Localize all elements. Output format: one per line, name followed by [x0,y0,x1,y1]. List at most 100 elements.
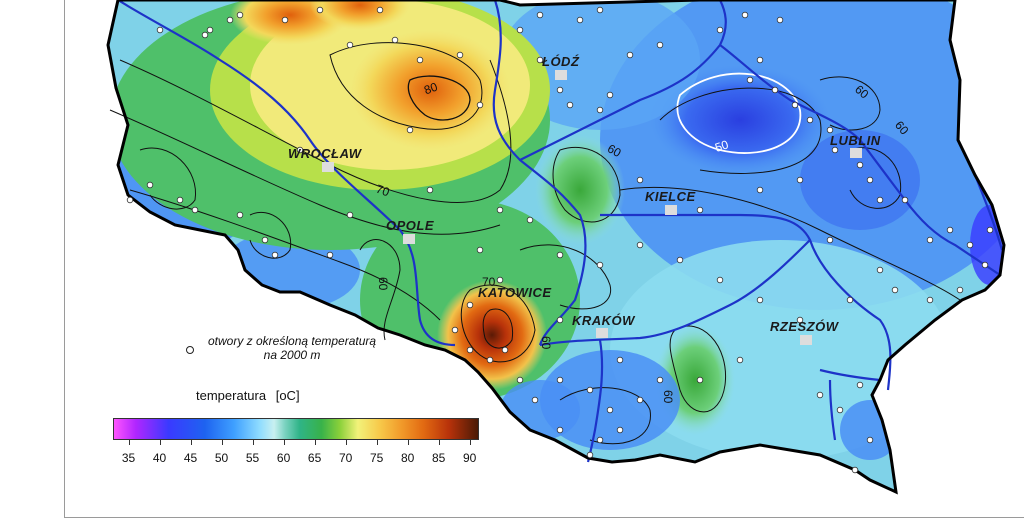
borehole-point [536,11,544,19]
borehole-point [616,356,624,364]
borehole-point [476,101,484,109]
colorbar-tick [159,440,161,445]
borehole-point [791,101,799,109]
borehole-point [596,106,604,114]
colorbar-tick-label: 60 [276,451,291,465]
borehole-point [696,206,704,214]
borehole-point [756,186,764,194]
borehole-point [126,196,134,204]
borehole-point [926,236,934,244]
contour-label: 50 [713,137,730,155]
city-markers [322,70,862,345]
city-marker-krakow [596,328,608,338]
borehole-point [596,261,604,269]
borehole-point [826,126,834,134]
contour-value-labels: 80 70 60 50 60 70 60 60 60 60 [374,79,912,403]
borehole-point [616,426,624,434]
borehole-point [796,176,804,184]
borehole-point [496,276,504,284]
borehole-point [556,316,564,324]
city-label-lublin: LUBLIN [830,133,881,148]
borehole-point [416,56,424,64]
contour-label: 60 [661,390,675,404]
borehole-point [836,406,844,414]
borehole-point [741,11,749,19]
contour-label: 70 [374,182,392,200]
borehole-point [636,241,644,249]
borehole-point [856,381,864,389]
borehole-point [346,41,354,49]
borehole-point [946,226,954,234]
borehole-point [776,16,784,24]
borehole-point [236,11,244,19]
borehole-point [236,211,244,219]
colorbar-tick-label: 80 [400,451,415,465]
borehole-point [451,326,459,334]
borehole-point [566,101,574,109]
colorbar-tick [190,440,192,445]
borehole-point [981,261,989,269]
city-marker-rzeszow [800,335,812,345]
city-marker-opole [403,234,415,244]
city-label-wroclaw: WROCŁAW [288,146,363,161]
city-label-katowice: KATOWICE [478,285,552,300]
borehole-point [466,301,474,309]
borehole-point [501,346,509,354]
city-marker-wroclaw [322,162,334,172]
borehole-legend-text: otwory z określoną temperaturą na 2000 m [208,334,376,362]
colorbar-tick [221,440,223,445]
borehole-point [146,181,154,189]
colorbar-tick [283,440,285,445]
temperature-field [108,0,1004,492]
borehole-point [596,436,604,444]
borehole-point [856,161,864,169]
city-labels: ŁÓDŹ WROCŁAW OPOLE KIELCE KATOWICE KRAKÓ… [288,54,881,334]
borehole-point [816,391,824,399]
borehole-point [846,296,854,304]
borehole-point [876,266,884,274]
borehole-point [346,211,354,219]
borehole-point [536,56,544,64]
borehole-point [326,251,334,259]
borehole-point [516,26,524,34]
legend-title: temperatura [oC] [196,388,306,403]
borehole-points [126,6,994,474]
borehole-point [271,251,279,259]
borehole-point [866,176,874,184]
borehole-point [876,196,884,204]
borehole-point [636,396,644,404]
borehole-point [476,246,484,254]
borehole-point [526,216,534,224]
borehole-point [466,346,474,354]
borehole-point [926,296,934,304]
borehole-point [626,51,634,59]
city-label-kielce: KIELCE [645,189,696,204]
borehole-point [556,376,564,384]
borehole-point [606,91,614,99]
borehole-point [831,146,839,154]
contour-label: 70 [482,275,496,289]
borehole-point [806,116,814,124]
borehole-point [596,6,604,14]
borehole-legend-line1: otwory z określoną temperaturą [208,334,377,348]
borehole-point [656,41,664,49]
borehole-point [316,6,324,14]
colorbar-tick-label: 90 [463,451,477,465]
borehole-point [391,36,399,44]
borehole-point [956,286,964,294]
colorbar-tick-label: 85 [431,451,446,465]
colorbar-tick [252,440,254,445]
borehole-point [586,386,594,394]
borehole-point [281,16,289,24]
colorbar-tick [469,440,471,445]
borehole-point [556,86,564,94]
colorbar-tick [314,440,316,445]
borehole-point [191,206,199,214]
colorbar-tick-label: 40 [152,451,167,465]
colorbar-tick-label: 45 [183,451,198,465]
temperature-colorbar [113,418,479,440]
colorbar-tick-label: 65 [307,451,322,465]
borehole-point [636,176,644,184]
borehole-point [201,31,209,39]
colorbar-tick [345,440,347,445]
